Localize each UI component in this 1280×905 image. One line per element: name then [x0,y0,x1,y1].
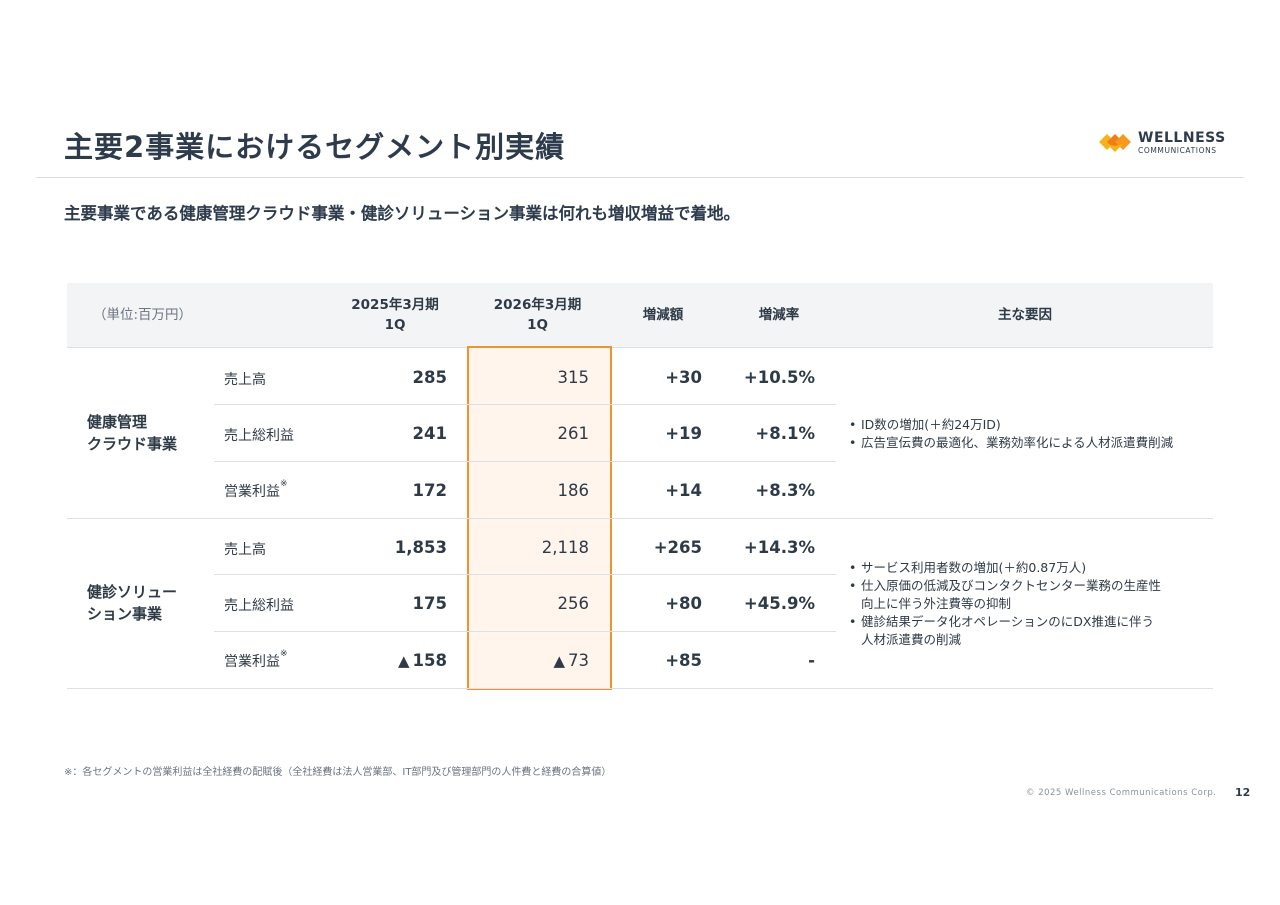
row-label-gross-profit: 売上総利益 [224,598,294,614]
column-header-rate: 増減率 [758,307,800,323]
diff-value: +30 [665,368,702,387]
footnote: ※：各セグメントの営業利益は全社経費の配賦後（全社経費は法人営業部、IT部門及び… [64,767,612,778]
copyright: © 2025 Wellness Communications Corp. [1026,788,1217,798]
segment-divider [67,518,1213,519]
diff-value: +19 [665,424,702,443]
row-label-gross-profit: 売上総利益 [224,428,294,444]
row-divider [214,404,836,405]
negative-triangle-icon: ▲ [398,652,410,670]
diff-value: +80 [665,594,702,613]
column-header-prev: 2025年3月期 1Q [351,297,439,333]
row-label-sales: 売上高 [224,542,266,558]
prev-value: 285 [412,368,447,387]
column-header-curr: 2026年3月期 1Q [493,297,582,333]
page-subtitle: 主要事業である健康管理クラウド事業・健診ソリューション事業は何れも増収増益で着地… [64,204,741,223]
row-label-sales: 売上高 [224,372,266,388]
rate-value: +8.3% [755,481,815,500]
curr-value: 186 [557,481,590,500]
column-header-factors: 主な要因 [998,307,1052,323]
table-header [67,283,1213,348]
logo-subtitle: COMMUNICATIONS [1138,146,1217,156]
prev-value: 1,853 [394,538,447,557]
row-label-operating-income: 営業利益※ [224,479,288,500]
diff-value: +14 [665,481,702,500]
factor-item: 広告宣伝費の最適化、業務効率化による人材派遣費削減 [847,434,1173,452]
unit-label: （単位:百万円） [93,307,193,323]
prev-value: ▲ 158 [398,651,447,670]
row-divider [214,574,836,575]
negative-triangle-icon: ▲ [553,652,565,670]
segment-name-health-cloud: 健康管理 クラウド事業 [87,413,178,453]
curr-value: 256 [557,594,590,613]
table-bottom-border [67,688,1213,689]
prev-value: 175 [412,594,447,613]
factor-item: ID数の増加(＋約24万ID) [847,416,1173,434]
rate-value: - [808,651,815,670]
logo-mark-icon [1099,134,1131,152]
factor-item: 仕入原価の低減及びコンタクトセンター業務の生産性 向上に伴う外注費等の抑制 [847,577,1161,613]
curr-value: ▲ 73 [553,651,589,670]
rate-value: +45.9% [743,594,815,613]
prev-value: 172 [412,481,447,500]
title-divider [36,177,1244,178]
diff-value: +265 [653,538,702,557]
factor-item: サービス利用者数の増加(＋約0.87万人) [847,559,1161,577]
rate-value: +10.5% [743,368,815,387]
row-divider [214,631,836,632]
factors-list-health-cloud: ID数の増加(＋約24万ID) 広告宣伝費の最適化、業務効率化による人材派遣費削… [847,416,1173,452]
rate-value: +8.1% [755,424,815,443]
row-divider [214,461,836,462]
factor-item: 健診結果データ化オペレーションのにDX推進に伴う 人材派遣費の削減 [847,613,1161,649]
logo-name: WELLNESS [1138,130,1226,147]
column-header-diff: 増減額 [642,307,684,323]
curr-value: 261 [557,424,590,443]
segment-name-checkup-solution: 健診ソリュー ション事業 [87,583,178,623]
curr-value: 315 [557,368,590,387]
row-label-operating-income: 営業利益※ [224,649,288,670]
diff-value: +85 [665,651,702,670]
rate-value: +14.3% [743,538,815,557]
factors-list-checkup-solution: サービス利用者数の増加(＋約0.87万人) 仕入原価の低減及びコンタクトセンター… [847,559,1161,649]
segment-results-table: （単位:百万円） 2025年3月期 1Q 2026年3月期 1Q 増減額 増減率… [67,283,1213,690]
page-title: 主要2事業におけるセグメント別実績 [64,130,566,164]
company-logo: WELLNESS COMMUNICATIONS [1098,131,1226,155]
prev-value: 241 [412,424,447,443]
curr-value: 2,118 [541,538,589,557]
page-number: 12 [1235,786,1251,799]
